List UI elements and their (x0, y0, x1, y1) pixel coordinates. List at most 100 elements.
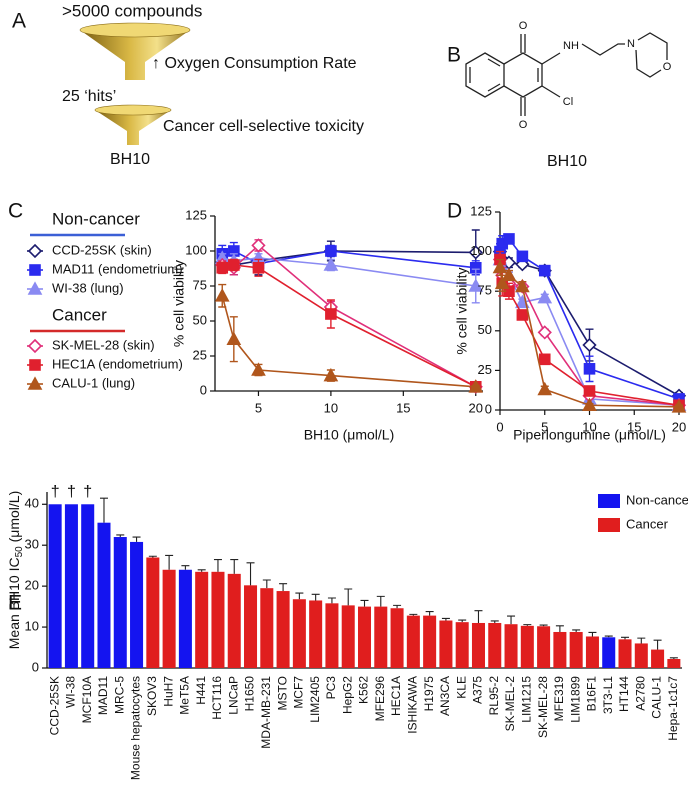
funnel-input: >5000 compounds (62, 1, 202, 20)
x-tick-label: 15 (627, 419, 641, 434)
error-bar (262, 579, 271, 589)
bar (227, 573, 241, 668)
error-bar (474, 610, 483, 623)
atom: O (519, 119, 528, 131)
bar (504, 624, 518, 668)
error-bar (213, 558, 222, 572)
x-tick-label: 10 (582, 419, 596, 434)
legend-label: CCD-25SK (skin) (52, 242, 152, 257)
bar (48, 504, 62, 668)
bar (634, 643, 648, 668)
x-tick-label: HepG2 (340, 676, 354, 714)
bar (260, 588, 274, 668)
y-tick-label: 100 (470, 243, 492, 258)
x-tick-label: H441 (194, 676, 208, 705)
bar (195, 571, 209, 668)
x-tick-label: MAD11 (96, 676, 110, 715)
atom: O (663, 61, 672, 73)
y-tick-label: 20 (25, 578, 39, 593)
x-tick-label: 10 (324, 400, 338, 415)
error-bar (555, 625, 564, 632)
y-axis-label: Mean BH10 IC50 (μmol/L) (6, 491, 25, 649)
x-axis-label: BH10 (μmol/L) (304, 427, 395, 443)
error-bar (507, 615, 516, 625)
marker (323, 367, 339, 382)
bar (276, 591, 290, 668)
error-bar (669, 657, 678, 659)
x-tick-label: HT144 (617, 676, 631, 712)
marker (516, 309, 529, 321)
bar (325, 603, 339, 668)
x-tick-label: ISHIKAWA (406, 676, 420, 734)
y-tick-label: 125 (470, 203, 492, 218)
error-bar (344, 588, 353, 606)
error-bar (425, 610, 434, 616)
screen-criterion: ↑ Oxygen Consumption Rate (152, 55, 357, 72)
x-tick-label: SK-MEL-2 (503, 676, 517, 732)
y-tick-label: 0 (32, 659, 39, 674)
bar (471, 622, 485, 668)
marker (501, 267, 517, 282)
bar (130, 541, 144, 668)
marker (492, 259, 508, 274)
legend-swatch (598, 494, 620, 508)
x-tick-label: 5 (255, 400, 262, 415)
panel-label: A (12, 10, 26, 33)
x-tick-label: SKOV3 (145, 676, 159, 716)
error-bar (327, 597, 336, 604)
error-bar (165, 554, 174, 570)
x-tick-label: H1650 (243, 676, 257, 712)
marker (583, 385, 596, 397)
marker (226, 331, 242, 346)
marker (582, 397, 597, 412)
bar (341, 605, 355, 668)
x-tick-label: H1975 (422, 676, 436, 712)
bar (211, 571, 225, 668)
bar (146, 557, 160, 668)
x-tick-label: A375 (471, 676, 485, 704)
x-tick-label: MFE296 (373, 676, 387, 722)
x-tick-label: PC3 (324, 676, 338, 700)
x-tick-label: LIM1215 (519, 676, 533, 723)
error-bar (230, 558, 239, 574)
x-tick-label: SK-MEL-28 (536, 676, 550, 738)
legend-marker (29, 359, 41, 371)
x-tick-label: MCF7 (292, 676, 306, 709)
error-bar (637, 637, 646, 644)
marker (252, 261, 265, 274)
y-tick-label: 0 (485, 401, 492, 416)
marker (468, 379, 484, 393)
error-bar (132, 536, 141, 542)
error-bar (279, 583, 288, 592)
molecule (465, 32, 668, 116)
marker (516, 250, 529, 263)
x-tick-label: Mouse hepatocytes (129, 676, 143, 780)
bar (113, 537, 127, 668)
x-tick-label: 0 (496, 419, 503, 434)
y-tick-label: 125 (185, 207, 207, 222)
bar (178, 569, 192, 668)
error-bar (295, 592, 304, 600)
bar (357, 606, 372, 668)
funnel (94, 104, 172, 145)
bar (488, 622, 502, 668)
filter-criterion: Cancer cell-selective toxicity (163, 118, 364, 135)
marker (216, 261, 229, 274)
x-tick-label: 20 (469, 400, 483, 415)
annotation: † (67, 483, 76, 500)
marker (468, 245, 483, 260)
bar (667, 658, 681, 668)
panel-label: B (447, 44, 461, 67)
y-tick-label: 75 (478, 283, 492, 298)
error-bar (376, 595, 385, 607)
bar (602, 637, 616, 668)
y-tick-label: 40 (25, 496, 39, 511)
atom: Cl (563, 96, 573, 108)
bar (520, 625, 534, 668)
result-label: BH10 (110, 151, 150, 168)
marker (503, 233, 515, 245)
x-tick-label: HEC1A (389, 676, 403, 716)
x-tick-label: B16F1 (585, 676, 599, 712)
x-tick-label: MSTO (275, 676, 289, 710)
annotation: † (51, 483, 60, 500)
